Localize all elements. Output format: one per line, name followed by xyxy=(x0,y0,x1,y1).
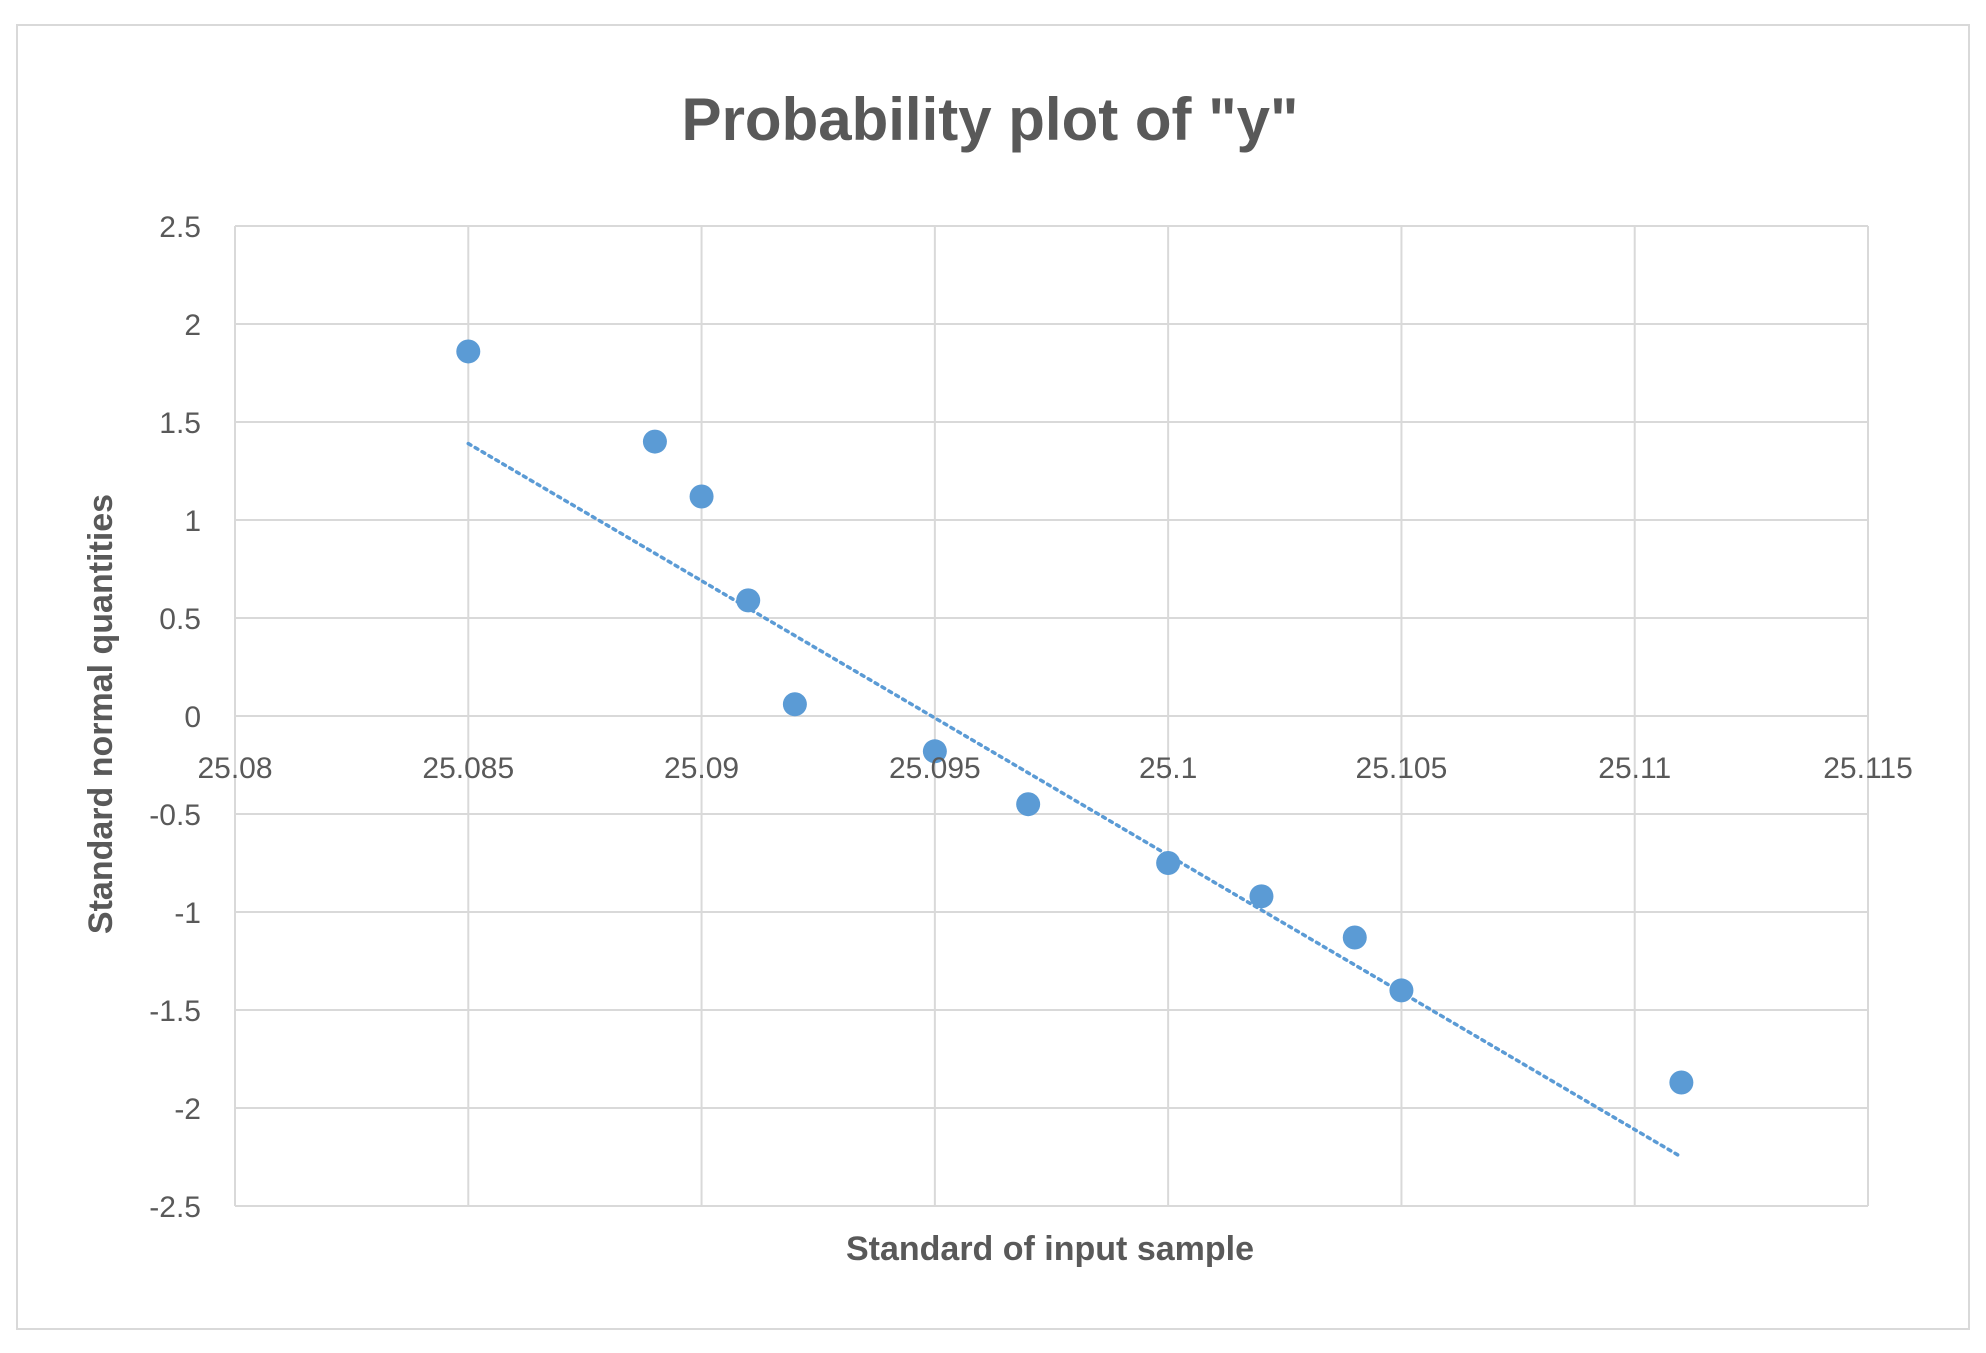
data-point xyxy=(1249,884,1274,909)
data-point xyxy=(922,739,947,764)
y-tick-label: 2.5 xyxy=(159,211,201,244)
data-point xyxy=(736,588,761,613)
y-tick-label: 0 xyxy=(184,701,201,734)
y-tick-label: -2.5 xyxy=(149,1191,201,1224)
x-tick-label: 25.1 xyxy=(1139,752,1197,785)
y-tick-label: 1.5 xyxy=(159,407,201,440)
y-tick-label: -1.5 xyxy=(149,995,201,1028)
y-tick-label: 2 xyxy=(184,309,201,342)
y-tick-label: -1 xyxy=(174,897,201,930)
y-tick-label: -0.5 xyxy=(149,799,201,832)
data-point xyxy=(1016,792,1041,817)
y-tick-label: 0.5 xyxy=(159,603,201,636)
x-tick-label: 25.115 xyxy=(1823,752,1913,785)
y-tick-label: -2 xyxy=(174,1093,201,1126)
x-tick-label: 25.105 xyxy=(1356,752,1448,785)
data-point xyxy=(1669,1070,1694,1095)
y-tick-label: 1 xyxy=(184,505,201,538)
x-tick-label: 25.11 xyxy=(1598,752,1671,785)
data-point xyxy=(689,484,714,509)
data-point xyxy=(782,692,807,717)
data-point xyxy=(642,429,667,454)
data-point xyxy=(1156,851,1181,875)
x-axis-title: Standard of input sample xyxy=(846,1230,1254,1268)
x-tick-label: 25.095 xyxy=(889,752,981,785)
chart-title: Probability plot of "y" xyxy=(682,86,1299,153)
x-tick-label: 25.08 xyxy=(197,752,272,785)
data-point xyxy=(1389,978,1414,1003)
x-tick-label: 25.09 xyxy=(664,752,739,785)
chart-frame xyxy=(16,24,1970,1330)
y-axis-title: Standard normal quantities xyxy=(82,494,120,934)
x-tick-label: 25.085 xyxy=(422,752,514,785)
data-point xyxy=(1342,925,1367,950)
data-point xyxy=(456,339,481,364)
linear-trendline xyxy=(466,441,1684,1159)
